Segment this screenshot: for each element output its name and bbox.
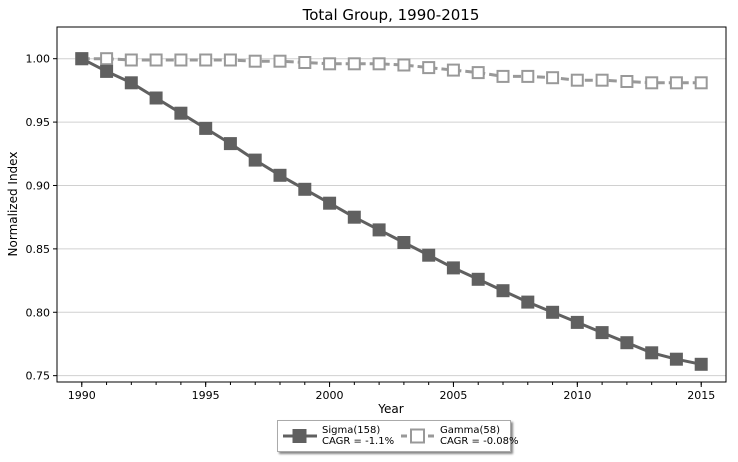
- data-point-sigma: [323, 196, 337, 210]
- data-point-gamma: [645, 76, 659, 90]
- data-point-gamma: [174, 53, 188, 67]
- data-point-gamma: [422, 61, 436, 75]
- legend-item-gamma: Gamma(58) CAGR = -0.08%: [400, 425, 518, 447]
- x-axis-label: Year: [377, 402, 403, 416]
- data-point-gamma: [298, 56, 312, 69]
- legend-marker-sigma: [283, 429, 317, 443]
- data-point-sigma: [298, 182, 312, 196]
- data-point-sigma: [546, 305, 560, 319]
- gridlines: [57, 58, 726, 377]
- data-point-gamma: [149, 53, 163, 67]
- data-point-sigma: [372, 223, 386, 237]
- data-point-sigma: [620, 336, 634, 350]
- data-point-sigma: [595, 326, 609, 340]
- y-tick-label: 1.00: [26, 53, 51, 66]
- data-point-gamma: [446, 63, 460, 77]
- data-point-gamma: [496, 69, 510, 83]
- data-point-sigma: [496, 284, 510, 298]
- legend-label-sigma: Sigma(158): [322, 425, 381, 436]
- data-point-gamma: [570, 73, 584, 87]
- data-point-sigma: [471, 272, 485, 286]
- data-point-gamma: [595, 73, 609, 87]
- series-line-sigma: [81, 57, 702, 366]
- data-point-sigma: [645, 346, 659, 360]
- y-tick-label: 0.90: [26, 179, 51, 192]
- data-point-sigma: [273, 168, 287, 182]
- plot-frame: [56, 26, 727, 383]
- data-point-gamma: [694, 76, 708, 90]
- data-point-sigma: [694, 357, 708, 371]
- data-point-sigma: [422, 248, 436, 262]
- chart-title: Total Group, 1990-2015: [302, 6, 480, 24]
- data-point-gamma: [521, 69, 535, 83]
- data-point-gamma: [471, 66, 485, 80]
- legend-cagr-gamma: CAGR = -0.08%: [440, 436, 519, 447]
- data-point-sigma: [521, 295, 535, 309]
- data-point-sigma: [75, 52, 89, 66]
- x-tick-label: 1990: [68, 389, 96, 402]
- data-point-gamma: [620, 75, 634, 88]
- legend-label-gamma: Gamma(58): [440, 425, 501, 436]
- data-point-gamma: [124, 53, 138, 67]
- data-point-sigma: [100, 64, 114, 78]
- data-point-sigma: [124, 76, 138, 90]
- x-tick-label: 2005: [439, 389, 467, 402]
- data-point-gamma: [347, 57, 361, 71]
- data-point-gamma: [397, 58, 411, 72]
- data-point-sigma: [223, 137, 237, 151]
- data-point-gamma: [100, 52, 114, 66]
- x-tick-label: 1995: [192, 389, 220, 402]
- y-tick-label: 0.75: [26, 370, 51, 383]
- data-point-sigma: [446, 261, 460, 275]
- data-point-gamma: [323, 57, 337, 71]
- data-point-gamma: [248, 54, 262, 68]
- legend-item-sigma: Sigma(158) CAGR = -1.1%: [282, 425, 394, 447]
- data-point-gamma: [669, 76, 683, 90]
- data-point-sigma: [149, 91, 163, 105]
- axes: 0.75 0.80 0.85 0.90 0.95 1.00 1990 1995 2000 2005…: [26, 53, 716, 402]
- data-point-sigma: [570, 315, 584, 329]
- data-point-gamma: [273, 54, 287, 68]
- y-tick-label: 0.80: [26, 306, 51, 319]
- data-point-gamma: [546, 71, 560, 85]
- data-point-gamma: [199, 53, 213, 67]
- y-axis-label: Normalized Index: [6, 152, 20, 257]
- x-tick-label: 2010: [563, 389, 591, 402]
- data-point-gamma: [223, 53, 237, 67]
- data-point-sigma: [347, 210, 361, 224]
- x-tick-label: 2015: [687, 389, 715, 402]
- data-point-sigma: [669, 352, 683, 366]
- y-tick-label: 0.85: [26, 243, 51, 256]
- data-point-sigma: [397, 236, 411, 249]
- series-group: [75, 52, 708, 371]
- data-point-sigma: [199, 121, 213, 135]
- legend-cagr-sigma: CAGR = -1.1%: [322, 436, 395, 447]
- data-point-sigma: [174, 106, 188, 120]
- legend-marker-gamma: [401, 428, 435, 444]
- x-tick-label: 2000: [316, 389, 344, 402]
- data-point-sigma: [248, 153, 262, 167]
- legend: Sigma(158) CAGR = -1.1% Gamma(58) CAGR =…: [277, 420, 518, 452]
- data-point-gamma: [372, 57, 386, 71]
- y-tick-label: 0.95: [26, 116, 51, 129]
